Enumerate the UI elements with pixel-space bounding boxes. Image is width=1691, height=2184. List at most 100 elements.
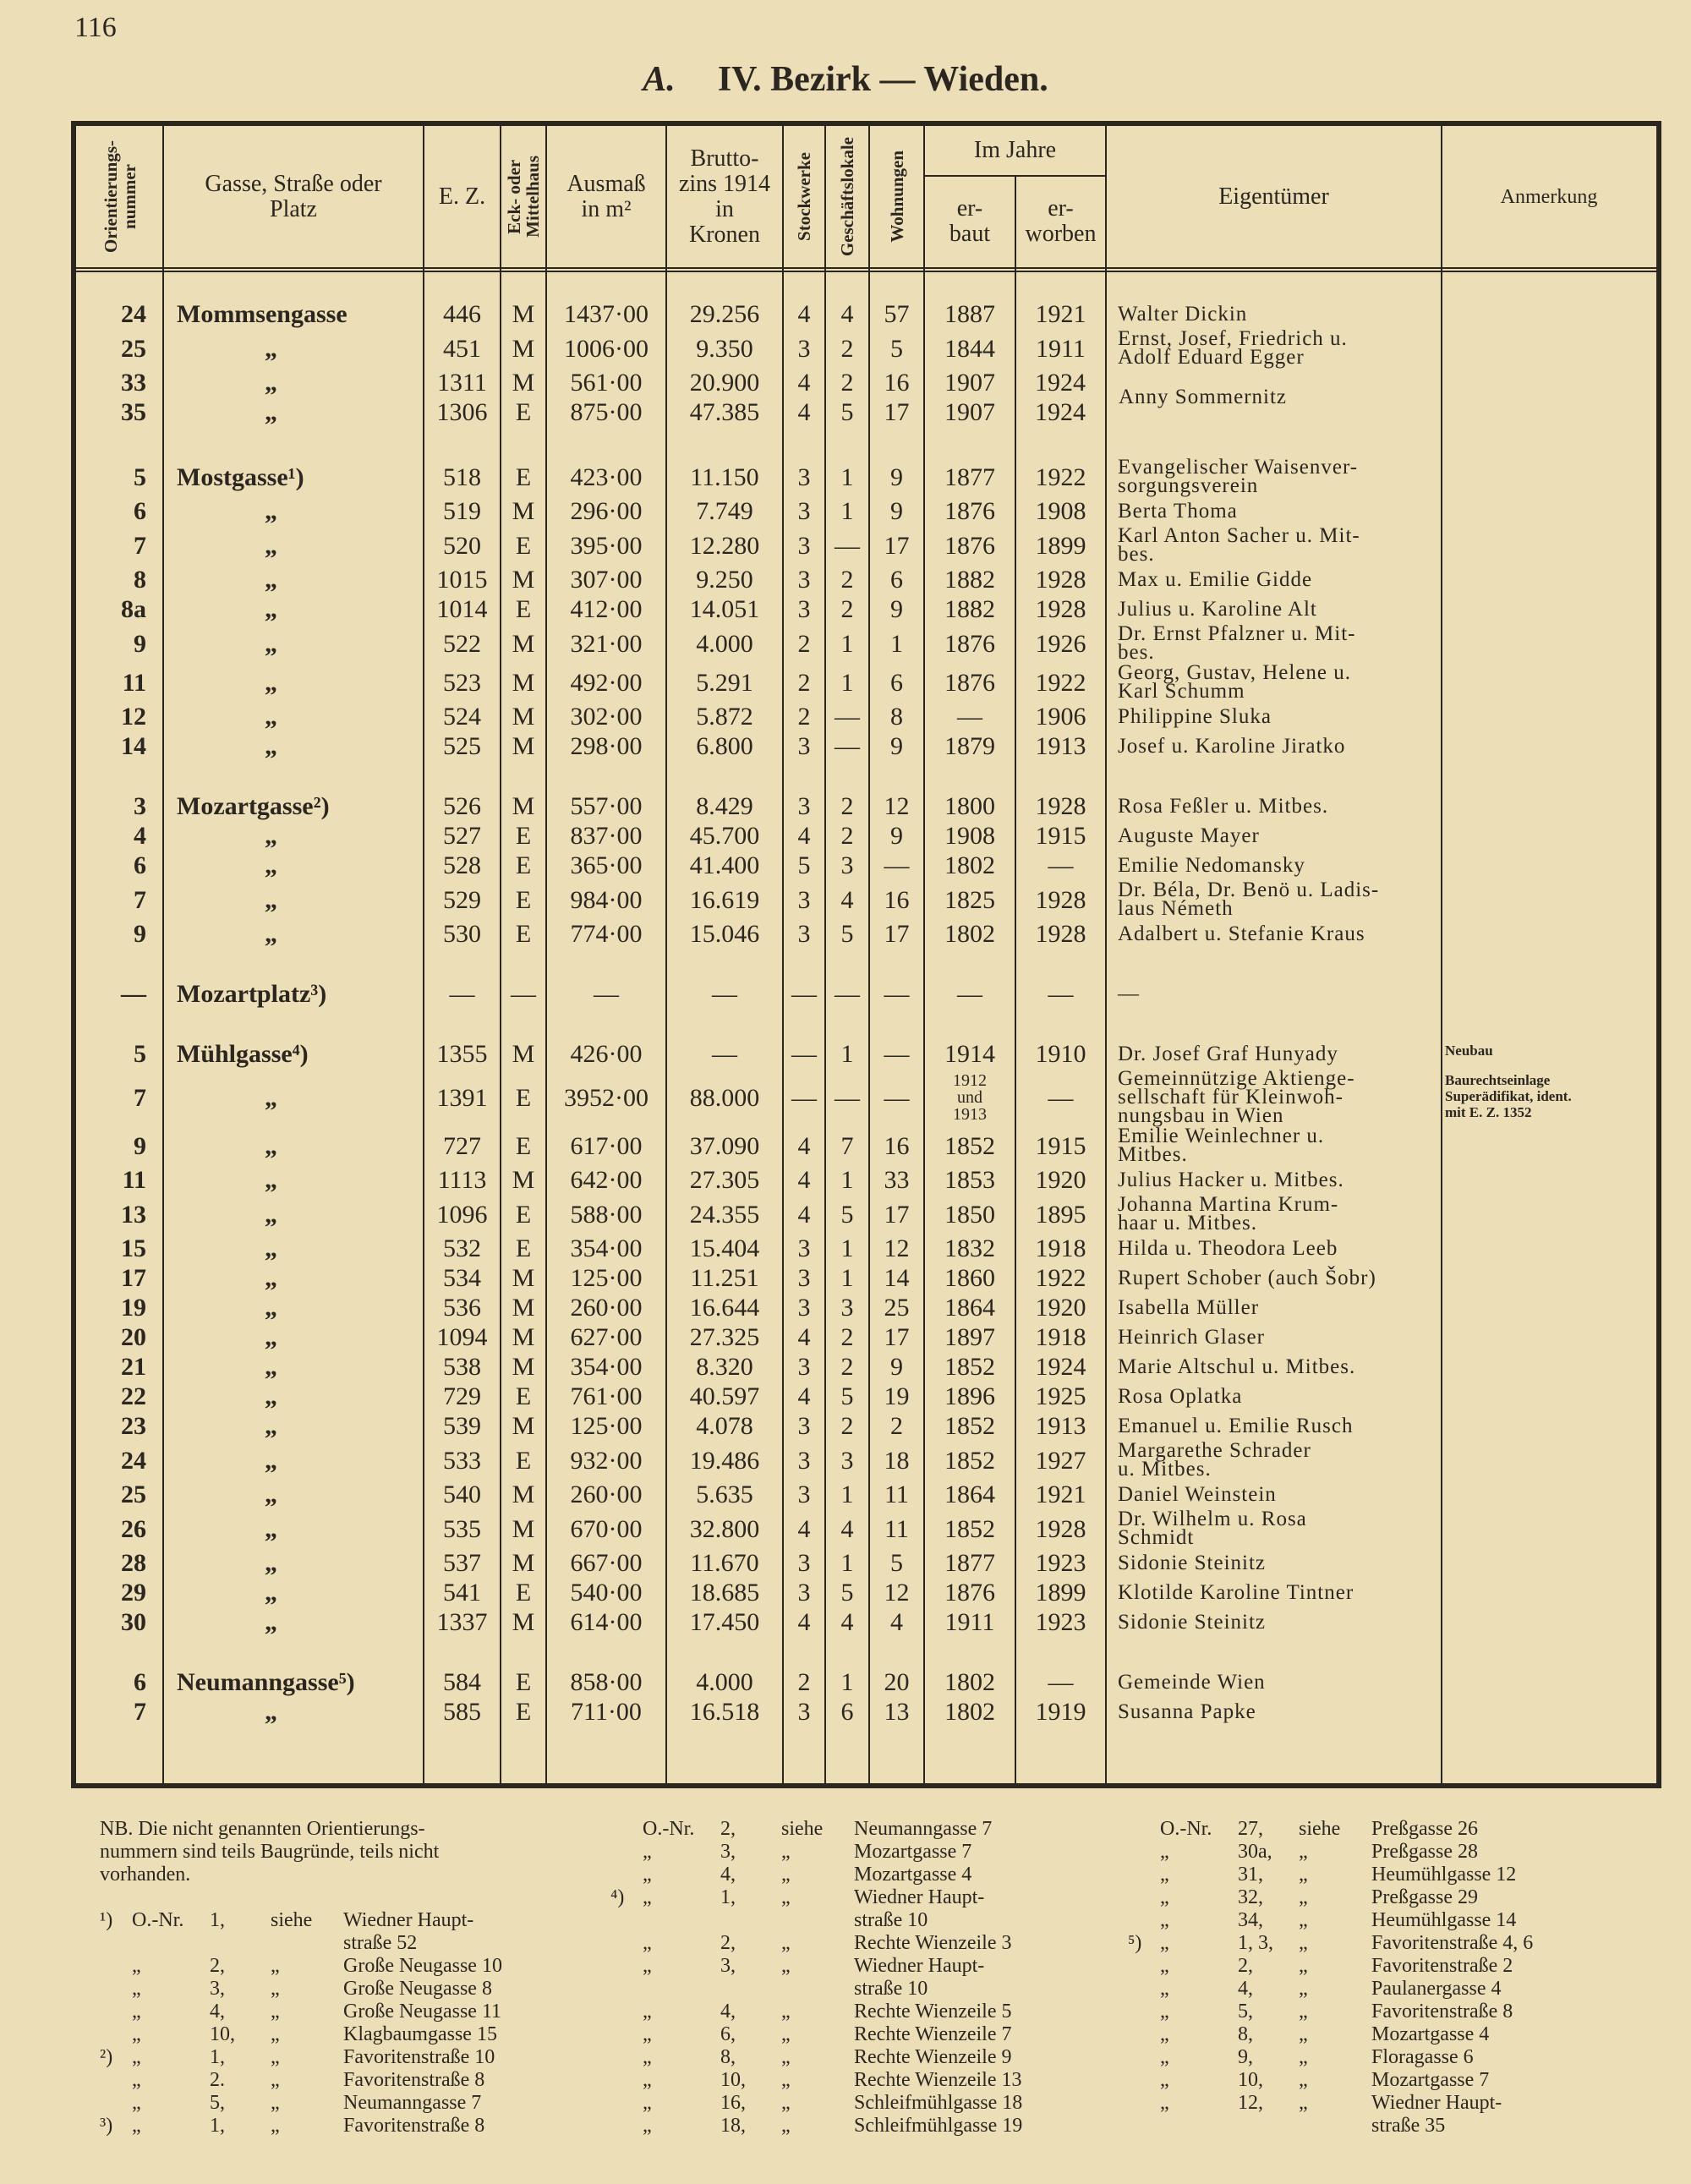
cell-street: „ — [265, 1698, 277, 1726]
cell-area: 125·00 — [570, 1264, 643, 1292]
note-gap — [610, 2023, 643, 2046]
cell-note: Baurechtseinlage Superädifikat, ident. m… — [1445, 1072, 1572, 1120]
cell-built: 1877 — [944, 1549, 995, 1577]
note-gap — [720, 1978, 781, 2001]
note-ref: „ — [132, 2023, 141, 2045]
cell-floors: 3 — [797, 1481, 811, 1508]
column-rule — [782, 126, 784, 1783]
cell-floors: 3 — [797, 1353, 811, 1381]
table-row: 8 „ 1015 M 307·00 9.250 3 2 6 1882 1928 Max u. Emil… — [76, 565, 1656, 594]
cell-built: — — [957, 980, 982, 1008]
note-to: Favoritenstraße 10 — [343, 2046, 495, 2068]
notes-column: NB. Die nicht genannten Orientierungs- n… — [100, 1818, 590, 2137]
note-see: „ — [1299, 2092, 1308, 2114]
note-line: „ 5, „ Favoritenstraße 8 — [1128, 2001, 1533, 2023]
cell-owner: Adalbert u. Stefanie Kraus — [1118, 922, 1365, 945]
note-gap — [610, 2069, 643, 2092]
cell-owner: Heinrich Glaser — [1118, 1325, 1265, 1349]
cell-shops: 1 — [840, 1549, 854, 1577]
note-no: 4, — [1238, 1978, 1253, 2000]
cell-built: 1825 — [944, 885, 995, 914]
cell-street: „ — [265, 1353, 277, 1381]
note-line: straße 52 — [100, 1932, 590, 1955]
cell-acquired: 1924 — [1035, 398, 1086, 426]
column-rule — [545, 126, 547, 1783]
note-gap — [610, 2092, 643, 2115]
cell-shops: 2 — [840, 1412, 854, 1440]
note-line: „ 4, „ Rechte Wienzeile 5 — [610, 2001, 1022, 2023]
cell-ez: 446 — [443, 300, 481, 328]
cell-floors: 4 — [797, 300, 811, 328]
cell-built: 1802 — [944, 851, 995, 879]
cell-shops: 2 — [840, 792, 854, 820]
table-row: 6 „ 519 M 296·00 7.749 3 1 9 1876 1908 Berta Thoma — [76, 496, 1656, 526]
cell-flats: — — [884, 851, 910, 879]
note-ref: „ — [1160, 1955, 1169, 1977]
cell-value: 4.000 — [696, 1668, 753, 1696]
cell-street: „ — [265, 1131, 277, 1160]
cell-lage: M — [512, 1412, 535, 1440]
empty-cell — [1442, 299, 1656, 329]
cell-acquired: 1928 — [1035, 792, 1086, 820]
note-no: 3, — [720, 1955, 736, 1977]
cell-ez: 536 — [443, 1294, 481, 1322]
column-header: Brutto- zins 1914 in Kronen — [666, 126, 783, 267]
note-see: „ — [1299, 1864, 1308, 1886]
note-to: Klagbaumgasse 15 — [343, 2023, 497, 2045]
note-gap — [781, 1909, 854, 1932]
header-text: er- worben — [1025, 194, 1097, 247]
cell-owner: Dr. Ernst Pfalzner u. Mit- bes. — [1118, 622, 1356, 664]
cell-floors: 4 — [797, 398, 811, 426]
cell-ez: 1311 — [437, 369, 487, 397]
cell-value: 12.280 — [689, 531, 760, 560]
cell-nr: 20 — [121, 1323, 146, 1351]
note-to: Paulanergasse 4 — [1371, 1978, 1502, 2000]
column-header: er- baut — [924, 175, 1015, 267]
cell-street: „ — [265, 1608, 277, 1636]
cell-lage: E — [515, 1083, 532, 1112]
cell-nr: 28 — [121, 1549, 146, 1577]
note-gap — [100, 2001, 132, 2023]
note-no: 18, — [720, 2115, 746, 2137]
cell-street: „ — [265, 822, 277, 850]
note-no: 8, — [720, 2046, 736, 2068]
group-gap — [76, 949, 1656, 979]
cell-area: 984·00 — [570, 885, 643, 914]
cell-ez: 1096 — [436, 1200, 488, 1229]
cell-acquired: 1928 — [1035, 1514, 1086, 1543]
cell-acquired: 1925 — [1035, 1382, 1086, 1410]
table-row: 5 Mühlgasse⁴) 1355 M 426·00 — — 1 — 1914 1910 Dr. J… — [76, 1039, 1656, 1069]
note-line: „ 2. „ Favoritenstraße 8 — [100, 2069, 590, 2092]
note-ref: „ — [1160, 2092, 1169, 2114]
note-to: Favoritenstraße 8 — [1371, 2001, 1513, 2023]
cell-floors: — — [791, 1040, 817, 1068]
note-no: 31, — [1238, 1864, 1263, 1886]
cell-street: Mostgasse¹) — [177, 463, 304, 491]
cell-street: „ — [265, 629, 277, 658]
note-to: Große Neugasse 10 — [343, 1955, 502, 1977]
note-gap — [1128, 1978, 1160, 2001]
cell-shops: 4 — [840, 1514, 854, 1543]
cell-lage: M — [512, 1481, 535, 1508]
cell-ez: 522 — [443, 629, 481, 658]
note-gap — [100, 1932, 132, 1955]
cell-floors: 4 — [797, 1166, 811, 1194]
cell-nr: 5 — [134, 463, 146, 491]
note-gap — [1299, 2115, 1371, 2137]
cell-area: 711·00 — [571, 1698, 642, 1726]
cell-owner: Gemeinnützige Aktienge- sellschaft für K… — [1118, 1067, 1355, 1127]
note-gap — [1128, 1818, 1160, 1841]
cell-floors: 4 — [797, 822, 811, 850]
empty-cell — [1442, 368, 1656, 397]
note-to: Heumühlgasse 14 — [1371, 1909, 1517, 1931]
cell-value: 24.355 — [689, 1200, 760, 1229]
table-frame: Orientierungs- nummer Gasse, Straße oder … — [71, 121, 1661, 1788]
cell-value: 4.078 — [696, 1412, 753, 1440]
cell-lage: M — [512, 566, 535, 594]
table-row: 30 „ 1337 M 614·00 17.450 4 4 4 1911 1923 Sidonie S… — [76, 1607, 1656, 1637]
cell-floors: 4 — [797, 1323, 811, 1351]
title-text: IV. Bezirk — Wieden. — [717, 60, 1048, 99]
cell-value: 27.305 — [689, 1166, 760, 1194]
cell-acquired: — — [1048, 851, 1074, 879]
cell-shops: 5 — [840, 1382, 854, 1410]
